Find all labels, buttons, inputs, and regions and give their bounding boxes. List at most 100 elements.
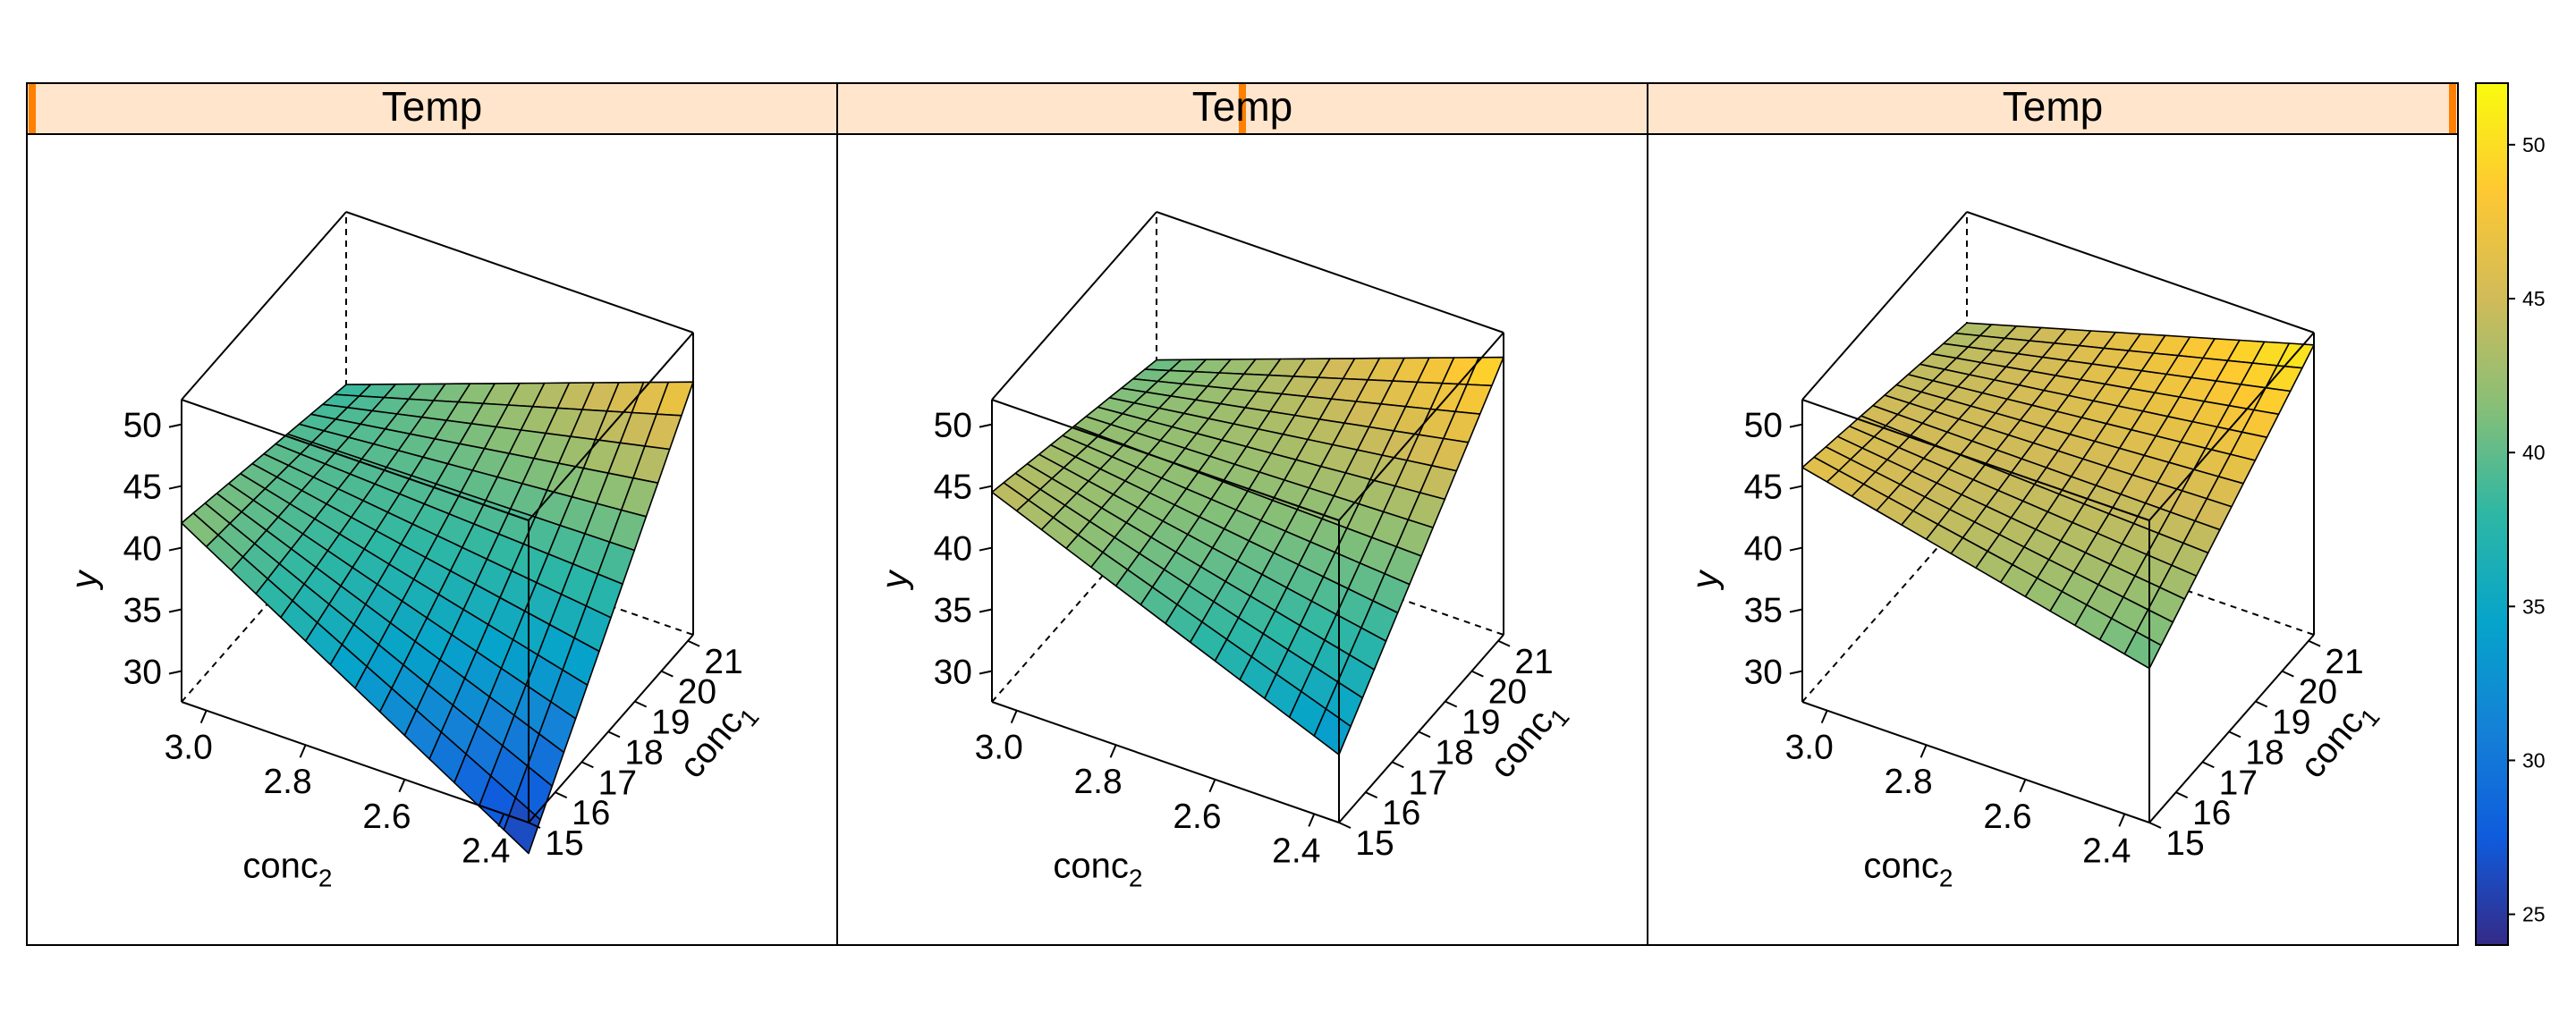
box-edge [181,701,530,823]
y-tick-mark [660,670,674,678]
y-tick-label: 19 [651,704,690,742]
z-tick-mark [168,423,182,428]
x-tick-label: 2.8 [263,763,311,801]
strip-label: Temp [2003,83,2103,130]
z-tick-mark [1789,423,1803,428]
x-tick-label: 2.6 [1983,798,2031,836]
x-axis-label-text: conc [1863,846,1939,885]
x-tick-label: 3.0 [1785,729,1834,767]
box-edge [181,211,347,401]
x-tick-label: 3.0 [165,729,213,767]
y-tick-mark [1445,700,1458,708]
y-tick-label: 20 [678,673,716,712]
surface-mesh [1801,322,2315,670]
colorkey-tick-label: 40 [2522,441,2546,464]
y-tick-mark [634,700,648,708]
panel-2: Temp 30 35 40 45 50 y 3.0 2.8 2.6 2.4 conc2 15161718… [836,82,1648,946]
strip-level-indicator [29,84,36,133]
y-tick-mark [2175,791,2189,799]
box-edge [2148,332,2315,521]
box-edge [181,399,530,521]
surface-facet [503,797,541,855]
colorkey-tick-label: 25 [2522,903,2546,926]
z-tick-label: 50 [1744,407,1783,445]
colorkey-tick-label: 35 [2522,595,2546,618]
x-tick-mark [1208,779,1216,793]
strip [1647,82,2459,135]
x-tick-label: 2.4 [2082,832,2131,870]
x-axis-label: conc2 [1053,846,1142,891]
y-tick-label: 16 [1382,794,1420,832]
x-tick-mark [199,710,208,724]
y-tick-mark [2228,730,2241,739]
x-axis-label-subscript: 2 [318,864,333,891]
y-tick-mark [528,822,541,829]
y-tick-label: 18 [2245,733,2284,772]
colorkey-tick-label: 30 [2522,748,2546,772]
z-tick-mark [979,546,993,552]
z-tick-label: 45 [1744,469,1783,507]
colorkey-bar [2475,82,2509,946]
surface-facet [1313,708,1352,756]
y-tick-mark [2281,670,2294,678]
y-tick-label: 16 [572,794,610,832]
y-tick-label: 17 [2219,764,2258,802]
z-tick-label: 35 [934,592,972,630]
y-tick-mark [687,639,700,647]
strip-label: Temp [1192,83,1292,130]
z-tick-label: 30 [1744,654,1783,692]
y-tick-mark [2148,822,2162,829]
z-tick-mark [1789,485,1803,490]
box-edge [528,634,694,823]
strip [26,82,838,135]
z-tick-mark [979,608,993,613]
z-axis-label: y [875,567,917,591]
x-tick-mark [398,779,406,793]
box-edge [1801,399,2150,521]
y-tick-mark [1391,761,1404,769]
z-tick-mark [979,485,993,490]
x-tick-mark [1109,744,1117,758]
x-axis-label-subscript: 2 [1129,864,1143,891]
x-axis-label-subscript: 2 [1939,864,1953,891]
y-tick-mark [1418,730,1431,739]
colorkey-tick-label: 50 [2522,133,2546,156]
z-tick-label: 50 [934,407,972,445]
y-tick-mark [2308,639,2321,647]
y-tick-label: 17 [1409,764,1447,802]
x-tick-label: 2.6 [362,798,411,836]
box-edge [991,701,1340,823]
x-tick-label: 2.8 [1884,763,1932,801]
box-edge [1338,634,1504,823]
z-tick-label: 45 [123,469,162,507]
y-tick-mark [1470,670,1484,678]
y-tick-mark [1338,822,1352,829]
strip-level-indicator [1239,84,1246,133]
colorkey-tick-label: 45 [2522,287,2546,310]
z-tick-mark [168,485,182,490]
z-tick-label: 40 [1744,530,1783,569]
y-tick-mark [607,730,621,739]
box-edge [528,332,694,521]
y-tick-label: 19 [2272,704,2310,742]
x-tick-mark [497,813,505,827]
z-tick-mark [979,423,993,428]
x-axis-label-text: conc [1053,846,1129,885]
x-tick-mark [1820,710,1828,724]
box-edge [1966,211,2315,333]
y-tick-mark [1497,639,1511,647]
x-axis-label: conc2 [242,846,332,891]
y-tick-label: 20 [2299,673,2337,712]
z-tick-label: 30 [934,654,972,692]
y-tick-label: 20 [1488,673,1527,712]
box-edge [1338,332,1504,521]
x-tick-label: 2.6 [1173,798,1221,836]
y-tick-label: 15 [2165,824,2204,863]
z-tick-label: 50 [123,407,162,445]
x-tick-label: 2.4 [462,832,510,870]
x-tick-label: 3.0 [975,729,1023,767]
y-tick-label: 21 [704,643,742,681]
y-tick-label: 21 [1514,643,1553,681]
z-tick-label: 45 [934,469,972,507]
box-edge [1801,701,2150,823]
